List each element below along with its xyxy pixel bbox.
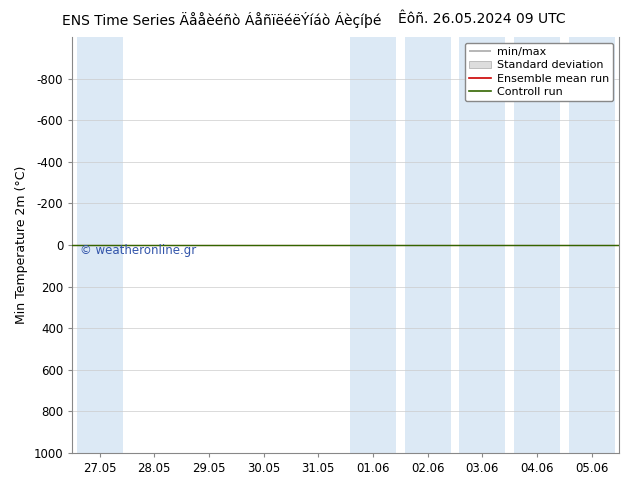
Bar: [569, 37, 614, 453]
Bar: [404, 37, 451, 453]
Text: ENS Time Series Äååèéñò ÁåñïëéëÝíáò Áèçíþé: ENS Time Series Äååèéñò ÁåñïëéëÝíáò Áèçí…: [62, 12, 382, 28]
Legend: min/max, Standard deviation, Ensemble mean run, Controll run: min/max, Standard deviation, Ensemble me…: [465, 43, 614, 101]
Bar: [350, 37, 396, 453]
Text: © weatheronline.gr: © weatheronline.gr: [81, 244, 197, 257]
Text: Êôñ. 26.05.2024 09 UTC: Êôñ. 26.05.2024 09 UTC: [398, 12, 566, 26]
Bar: [514, 37, 560, 453]
Y-axis label: Min Temperature 2m (°C): Min Temperature 2m (°C): [15, 166, 28, 324]
Bar: [460, 37, 505, 453]
Bar: [77, 37, 122, 453]
